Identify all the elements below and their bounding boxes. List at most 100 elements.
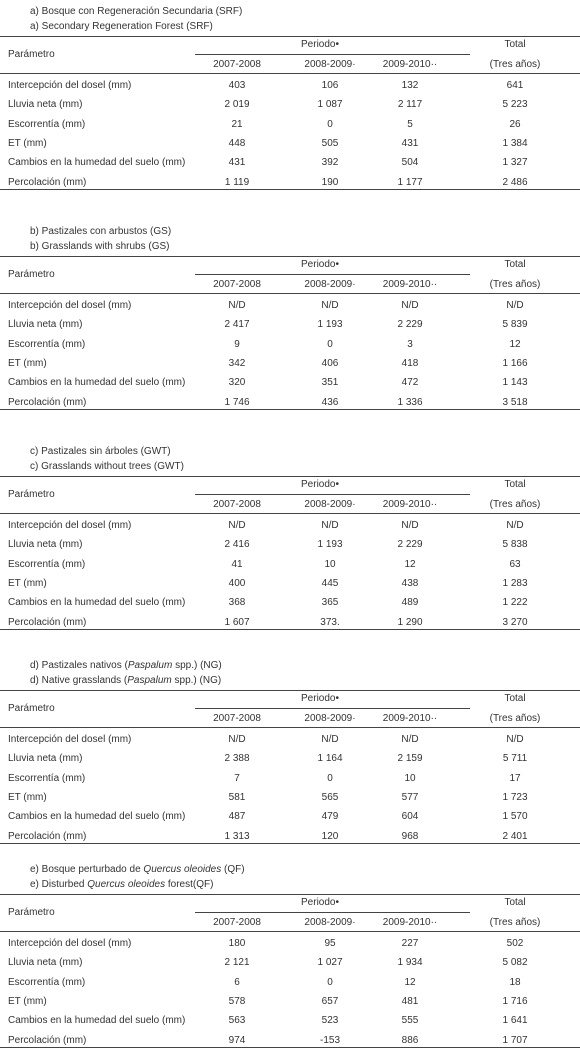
section-title: a) Bosque con Regeneración Secundaria (S… [30, 6, 242, 18]
cell: 1 177 [397, 176, 423, 188]
cell: 445 [321, 577, 339, 589]
cell: 555 [401, 1015, 419, 1027]
title-part: Quercus oleoides [143, 864, 222, 875]
row-label: Cambios en la humedad del suelo (mm) [8, 597, 186, 609]
cell: 2 401 [502, 830, 528, 842]
rule [195, 274, 470, 275]
cell: 2 388 [224, 753, 250, 765]
row-label: Escorrentía (mm) [8, 558, 86, 570]
cell: 320 [228, 377, 246, 389]
section-title: d) Native grasslands (Paspalum spp.) (NG… [30, 675, 221, 687]
cell: 581 [228, 791, 246, 803]
cell: 2 121 [224, 957, 250, 969]
total-sub-label: (Tres años) [489, 279, 541, 290]
cell: 120 [321, 830, 339, 842]
cell: 505 [321, 137, 339, 149]
cell: 968 [401, 830, 419, 842]
cell: -153 [319, 1034, 341, 1046]
rule [0, 894, 580, 895]
row-label: ET (mm) [8, 791, 47, 803]
rule [0, 73, 580, 74]
cell: 1 193 [317, 539, 343, 551]
cell: 1 119 [224, 176, 250, 188]
cell: 5 838 [502, 539, 528, 551]
year-label: 2007-2008 [213, 499, 261, 510]
cell: 26 [509, 118, 521, 130]
total-sub-label: (Tres años) [489, 713, 541, 724]
param-label: Parámetro [8, 269, 55, 280]
cell: 2 229 [397, 319, 423, 331]
cell: 351 [321, 377, 339, 389]
cell: 479 [321, 811, 339, 823]
param-label: Parámetro [8, 489, 55, 500]
row-label: Intercepción del dosel (mm) [8, 938, 132, 949]
row-label: Lluvia neta (mm) [8, 753, 83, 765]
section-title: a) Secondary Regeneration Forest (SRF) [30, 21, 213, 33]
cell: 974 [228, 1034, 246, 1046]
year-label: 2009-2010·· [382, 59, 438, 70]
cell: 0 [327, 118, 333, 130]
cell: 63 [509, 558, 521, 570]
rule [0, 1047, 580, 1048]
row-label: ET (mm) [8, 137, 47, 149]
cell: N/D [506, 300, 524, 311]
cell: 448 [228, 137, 246, 149]
period-label: Periodo• [301, 39, 339, 50]
cell: 0 [327, 772, 333, 784]
cell: 1 934 [397, 957, 423, 969]
title-part: c) Pastizales sin árboles (GWT) [30, 446, 171, 457]
row-label: Intercepción del dosel (mm) [8, 300, 132, 311]
cell: N/D [401, 300, 419, 311]
cell: 17 [509, 772, 521, 784]
cell: 431 [401, 137, 419, 149]
cell: 10 [324, 558, 336, 570]
title-part: b) Pastizales con arbustos (GS) [30, 226, 172, 237]
row-label: Percolación (mm) [8, 396, 87, 408]
cell: 403 [228, 80, 246, 91]
cell: 1 723 [502, 791, 528, 803]
cell: 180 [228, 938, 246, 949]
cell: 368 [228, 597, 246, 609]
row-label: Lluvia neta (mm) [8, 99, 83, 111]
rule [0, 36, 580, 37]
cell: 342 [228, 357, 246, 369]
cell: 578 [228, 995, 246, 1007]
row-label: Escorrentía (mm) [8, 338, 86, 350]
cell: 12 [509, 338, 521, 350]
row-label: Lluvia neta (mm) [8, 957, 83, 969]
row-label: Percolación (mm) [8, 1034, 87, 1046]
title-part: (QF) [221, 864, 245, 875]
cell: 502 [506, 938, 524, 949]
total-label: Total [504, 479, 526, 490]
title-part: forest(QF) [165, 879, 214, 890]
row-label: Escorrentía (mm) [8, 118, 86, 130]
cell: N/D [506, 520, 524, 531]
cell: 565 [321, 791, 339, 803]
cell: 5 223 [502, 99, 528, 111]
year-label: 2007-2008 [213, 59, 261, 70]
row-label: Lluvia neta (mm) [8, 539, 83, 551]
row-label: Intercepción del dosel (mm) [8, 734, 132, 745]
row-label: Escorrentía (mm) [8, 772, 86, 784]
section-title: e) Bosque perturbado de Quercus oleoides… [30, 864, 245, 876]
cell: 5 711 [502, 753, 528, 765]
cell: 5 082 [502, 957, 528, 969]
cell: 2 117 [397, 99, 423, 111]
cell: 2 416 [224, 539, 250, 551]
param-label: Parámetro [8, 703, 55, 714]
year-label: 2008-2009· [304, 499, 356, 510]
rule [0, 513, 580, 514]
cell: 563 [228, 1015, 246, 1027]
cell: 523 [321, 1015, 339, 1027]
year-label: 2007-2008 [213, 917, 261, 928]
cell: 577 [401, 791, 419, 803]
title-part: spp.) (NG) [172, 660, 222, 671]
total-sub-label: (Tres años) [489, 917, 541, 928]
cell: 641 [506, 80, 524, 91]
rule [195, 54, 470, 55]
total-label: Total [504, 39, 526, 50]
title-part: e) Bosque perturbado de [30, 864, 144, 875]
cell: N/D [506, 734, 524, 745]
year-label: 2007-2008 [213, 713, 261, 724]
row-label: Escorrentía (mm) [8, 976, 86, 988]
